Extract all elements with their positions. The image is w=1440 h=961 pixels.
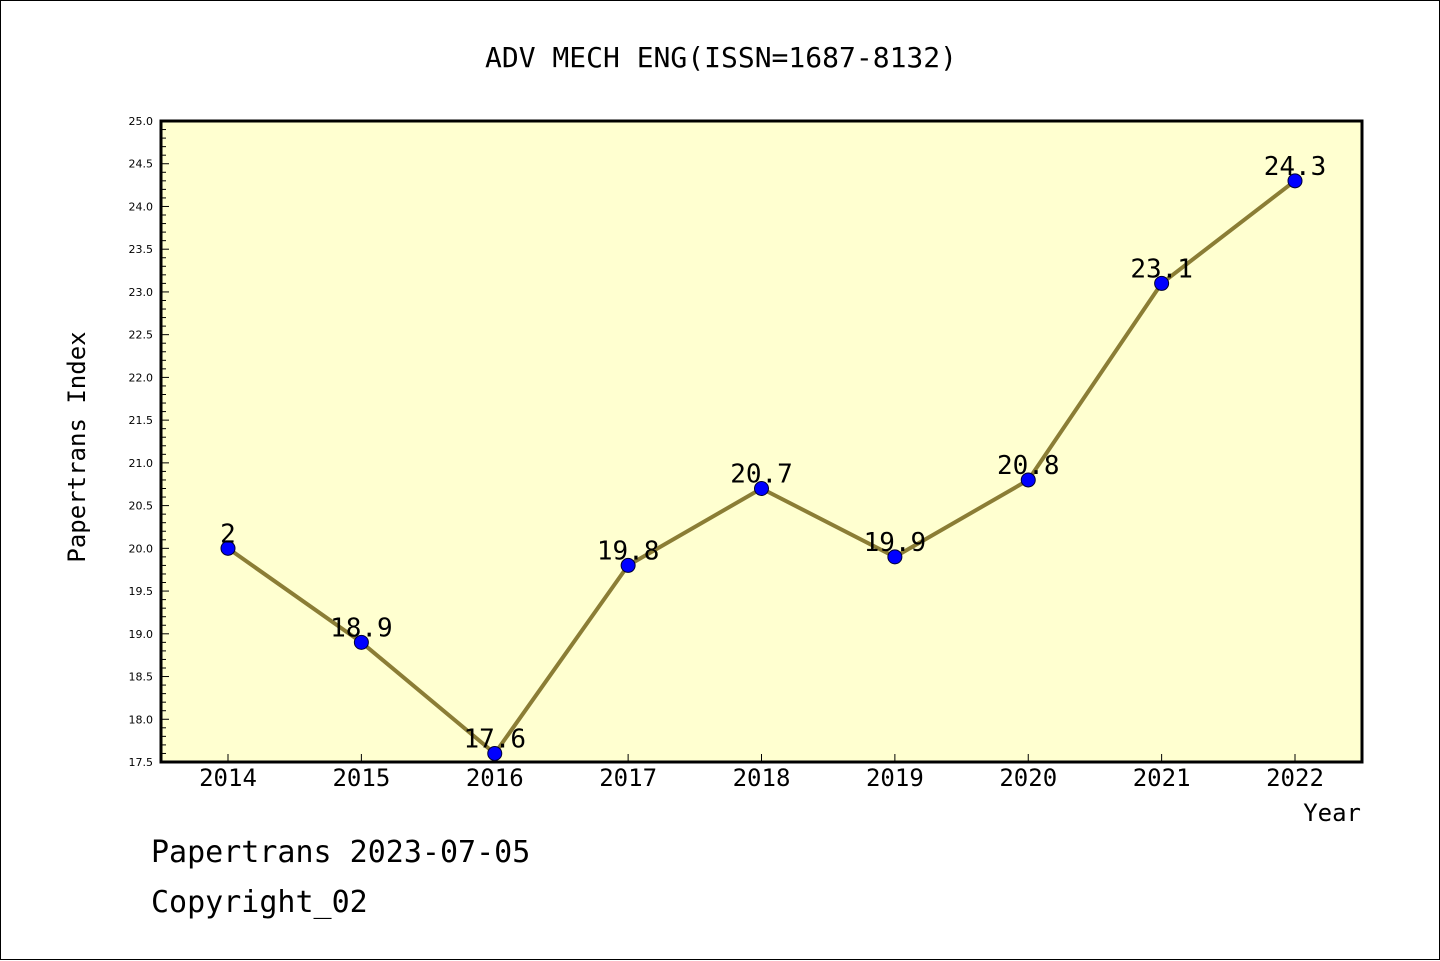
data-point-2020 [1020,472,1036,488]
x-tick-label: 2014 [199,764,257,792]
data-label-2019: 19.9 [864,528,927,558]
y-tick-label: 21.5 [129,414,154,427]
data-label-2022: 24.3 [1264,152,1327,182]
data-label-group: 2 18.9 17.6 19.8 20.7 19.9 20.8 23.1 24.3 [220,152,1326,755]
y-tick-label: 21.0 [129,457,154,470]
x-tick-label: 2015 [332,764,390,792]
y-tick-label: 20.5 [129,500,154,513]
x-tick-label: 2016 [466,764,524,792]
y-tick-label: 24.0 [129,200,154,213]
data-label-2016: 17.6 [463,724,526,754]
data-point-2015 [353,634,369,650]
x-tick-label: 2022 [1266,764,1324,792]
y-tick-label: 19.0 [129,628,154,641]
data-point-2019 [887,549,903,565]
x-axis-title: Year [1303,799,1361,827]
y-tick-label: 25.0 [129,115,154,128]
x-axis: 2014 2015 2016 2017 2018 2019 2020 2021 2022 [199,754,1324,792]
y-tick-label: 20.0 [129,542,154,555]
y-tick-label: 22.5 [129,329,154,342]
y-axis-title: Papertrans Index [63,331,91,562]
data-label-2015: 18.9 [330,613,393,643]
data-label-2021: 23.1 [1130,254,1193,284]
data-label-2017: 19.8 [597,536,660,566]
data-label-2020: 20.8 [997,451,1060,481]
chart-title: ADV MECH ENG(ISSN=1687-8132) [485,41,957,74]
plot-area [159,119,1364,764]
y-tick-label: 24.5 [129,158,154,171]
y-tick-label: 18.5 [129,671,154,684]
footer-date: Papertrans 2023-07-05 [151,835,531,870]
y-tick-label: 23.0 [129,286,154,299]
y-tick-label: 23.5 [129,243,154,256]
data-point-2014 [220,540,236,556]
x-tick-label: 2017 [599,764,657,792]
x-tick-label: 2021 [1133,764,1191,792]
data-point-2016 [487,745,503,761]
data-point-2021 [1154,275,1170,291]
x-tick-label: 2018 [733,764,791,792]
footer-copyright: Copyright_02 [151,885,368,920]
series-line-group [220,173,1303,761]
x-tick-label: 2020 [999,764,1057,792]
y-tick-label: 17.5 [129,756,154,769]
y-tick-label: 18.0 [129,713,154,726]
data-label-2018: 20.7 [730,460,793,490]
data-point-2022 [1287,173,1303,189]
data-point-2018 [754,481,769,497]
x-tick-label: 2019 [866,764,924,792]
y-tick-label: 22.0 [129,371,154,384]
data-point-2017 [620,557,636,573]
data-label-2014: 2 [220,519,236,549]
y-tick-label: 19.5 [129,585,154,598]
y-axis: 17.5 18.0 18.5 19.0 19.5 20.0 20.5 21.0 21.5 22.0… [129,115,169,769]
